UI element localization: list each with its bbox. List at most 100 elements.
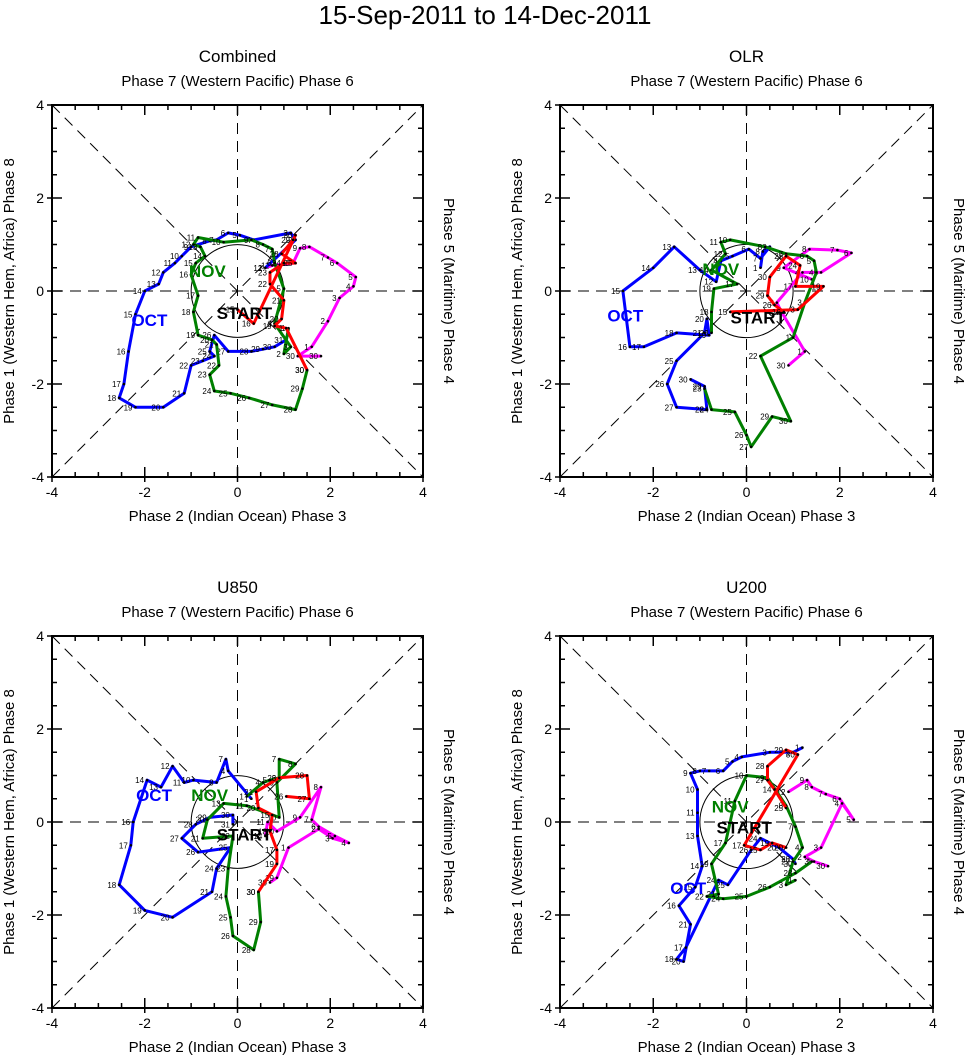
day-label: 1 bbox=[258, 264, 263, 273]
day-label: 15 bbox=[226, 306, 235, 315]
day-point bbox=[226, 867, 230, 870]
day-label: 27 bbox=[781, 858, 790, 867]
day-label: 18 bbox=[700, 308, 709, 317]
day-label: 29 bbox=[291, 385, 300, 394]
day-point bbox=[742, 843, 746, 847]
day-point bbox=[206, 818, 209, 821]
day-point bbox=[284, 326, 288, 330]
day-label: 19 bbox=[265, 860, 274, 869]
day-label: 21 bbox=[679, 920, 688, 929]
day-point bbox=[264, 834, 267, 838]
day-point bbox=[222, 802, 225, 805]
day-point bbox=[768, 275, 772, 279]
top-axis-label: Phase 7 (Western Pacific) Phase 6 bbox=[121, 604, 353, 621]
day-label: 20 bbox=[200, 336, 209, 345]
day-point bbox=[284, 795, 288, 798]
day-point bbox=[226, 350, 230, 353]
day-label: 5 bbox=[276, 285, 281, 294]
day-label: 11 bbox=[710, 238, 719, 247]
day-point bbox=[252, 322, 256, 325]
day-label: 19 bbox=[697, 331, 706, 340]
day-label: 17 bbox=[732, 841, 741, 850]
day-point bbox=[677, 904, 681, 907]
day-point bbox=[268, 881, 272, 884]
day-point bbox=[822, 285, 825, 288]
y-tick-label: -2 bbox=[32, 376, 45, 392]
day-point bbox=[275, 876, 279, 880]
day-point bbox=[731, 254, 734, 258]
panel-title: OLR bbox=[729, 47, 764, 66]
month-label-nov: NOV bbox=[712, 798, 750, 817]
day-label: 20 bbox=[161, 913, 170, 922]
day-label: 20 bbox=[774, 844, 783, 853]
day-label: 25 bbox=[774, 804, 783, 813]
day-point bbox=[171, 916, 174, 919]
day-label: 3 bbox=[283, 343, 288, 352]
day-point bbox=[745, 433, 748, 437]
day-label: 8 bbox=[302, 243, 307, 252]
day-label: 4 bbox=[809, 268, 814, 277]
day-label: 30 bbox=[816, 862, 825, 871]
day-point bbox=[770, 841, 774, 845]
day-label: 21 bbox=[272, 296, 281, 305]
day-point bbox=[782, 266, 786, 270]
day-label: 17 bbox=[265, 846, 274, 855]
day-point bbox=[693, 885, 697, 889]
figure-title: 15-Sep-2011 to 14-Dec-2011 bbox=[319, 0, 652, 30]
day-point bbox=[707, 769, 711, 773]
day-label: 7 bbox=[265, 245, 270, 254]
day-point bbox=[208, 350, 211, 353]
day-label: 15 bbox=[260, 811, 269, 820]
day-point bbox=[796, 753, 800, 756]
day-point bbox=[682, 960, 685, 963]
day-point bbox=[145, 778, 149, 782]
day-label: 15 bbox=[749, 846, 758, 855]
day-label: 9 bbox=[244, 236, 249, 245]
day-point bbox=[310, 345, 314, 349]
x-tick-label: 2 bbox=[836, 1015, 844, 1031]
day-point bbox=[275, 862, 279, 866]
month-label-oct: OCT bbox=[131, 311, 168, 330]
day-label: 26 bbox=[655, 380, 664, 389]
x-tick-label: 0 bbox=[743, 1015, 751, 1031]
x-tick-label: -2 bbox=[139, 1015, 152, 1031]
day-point bbox=[275, 781, 279, 784]
day-label: 29 bbox=[756, 292, 765, 301]
day-label: 1 bbox=[795, 744, 800, 753]
day-point bbox=[268, 271, 272, 274]
day-label: 26 bbox=[758, 883, 767, 892]
day-label: 7 bbox=[753, 254, 758, 263]
day-point bbox=[134, 405, 137, 409]
day-label: 23 bbox=[693, 385, 702, 394]
day-label: 22 bbox=[207, 361, 216, 370]
day-label: 25 bbox=[735, 892, 744, 901]
day-label: 17 bbox=[674, 944, 683, 953]
day-point bbox=[651, 266, 655, 270]
day-label: 6 bbox=[311, 823, 316, 832]
day-label: 12 bbox=[151, 268, 160, 277]
day-label: 6 bbox=[741, 245, 746, 254]
day-point bbox=[791, 336, 795, 339]
day-label: 25 bbox=[219, 844, 228, 853]
y-tick-label: 0 bbox=[36, 283, 44, 299]
day-label: 27 bbox=[665, 403, 674, 412]
day-label: 6 bbox=[832, 795, 837, 804]
day-point bbox=[747, 247, 751, 251]
panel-title: U850 bbox=[217, 578, 258, 597]
day-label: 21 bbox=[200, 888, 209, 897]
day-point bbox=[182, 781, 186, 784]
top-axis-label: Phase 7 (Western Pacific) Phase 6 bbox=[121, 73, 353, 90]
day-point bbox=[250, 797, 253, 801]
month-label-nov: NOV bbox=[702, 260, 740, 279]
day-point bbox=[217, 364, 221, 367]
day-label: 25 bbox=[774, 252, 783, 261]
day-label: 29 bbox=[198, 813, 207, 822]
day-point bbox=[801, 271, 804, 274]
day-point bbox=[162, 271, 165, 274]
day-point bbox=[201, 836, 205, 840]
day-point bbox=[784, 846, 788, 849]
day-point bbox=[268, 282, 272, 286]
track-line-nov bbox=[705, 774, 813, 901]
